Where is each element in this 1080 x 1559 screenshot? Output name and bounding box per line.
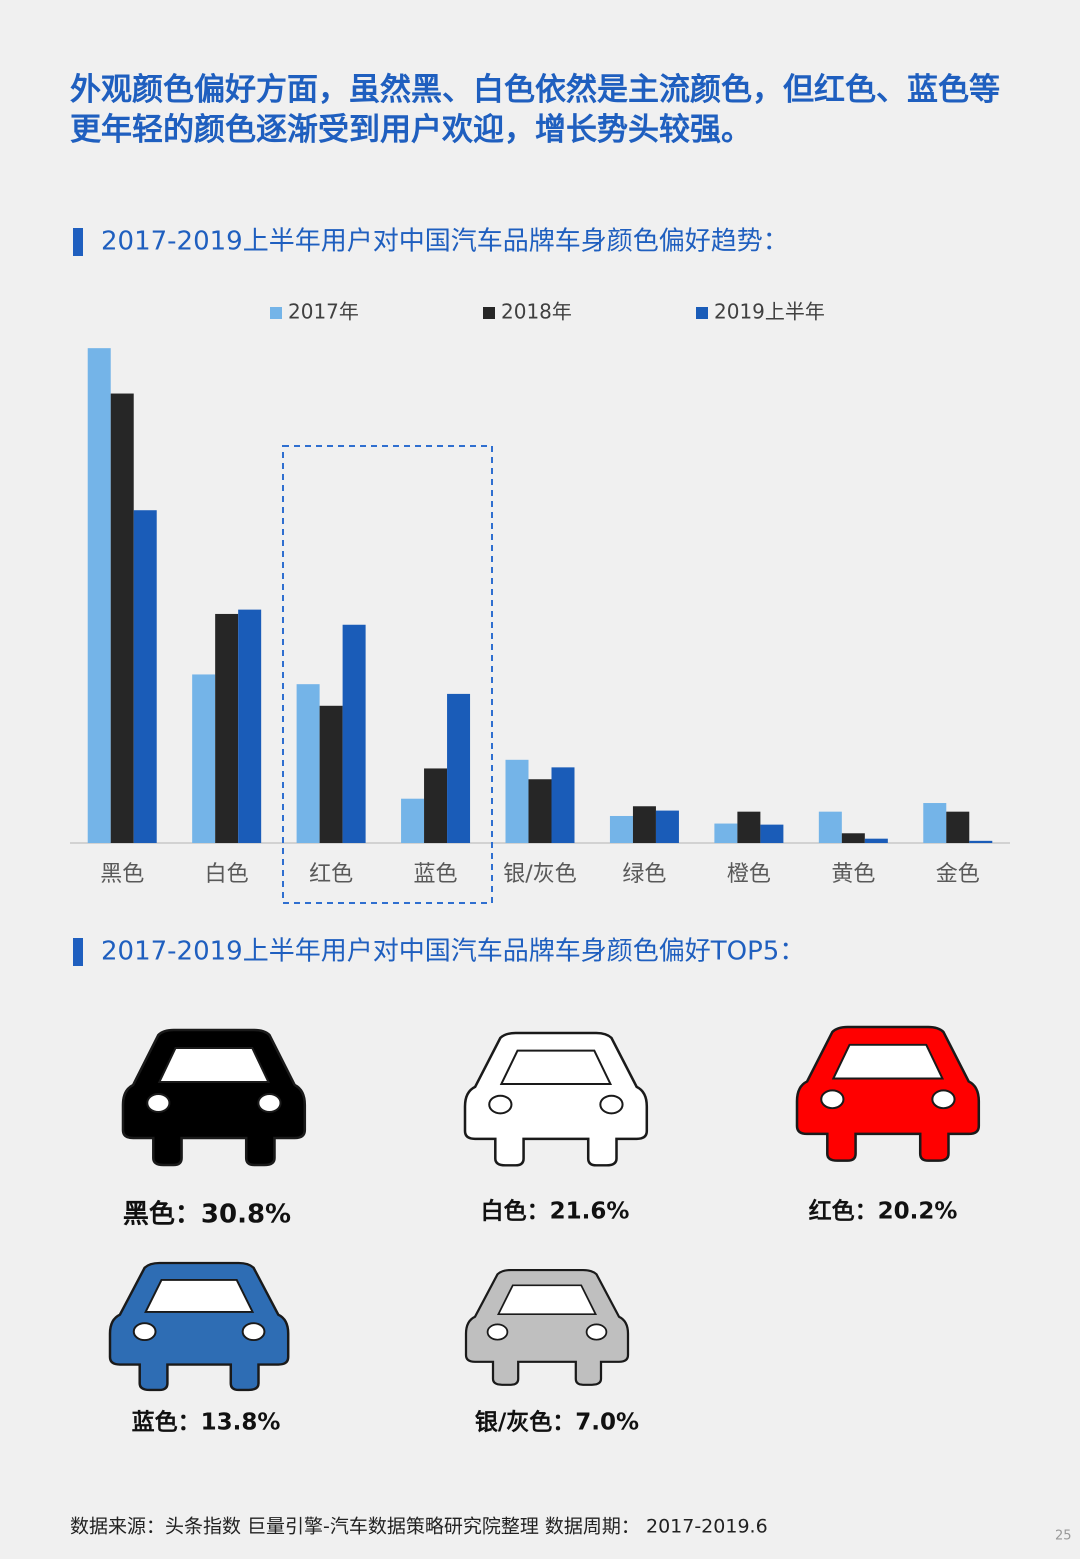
legend-label: 2018年: [501, 300, 572, 324]
legend-label: 2017年: [288, 300, 359, 324]
bar: [110, 393, 134, 843]
bar: [528, 779, 552, 843]
bar: [238, 609, 262, 843]
legend-swatch: [696, 307, 708, 319]
bar: [505, 759, 529, 843]
bar: [319, 705, 343, 843]
bar: [923, 803, 947, 843]
chart-title: 2017-2019上半年用户对中国汽车品牌车身颜色偏好趋势：: [101, 227, 789, 257]
car-label: 银/灰色：7.0%: [475, 1409, 639, 1436]
heading-bar: [73, 228, 83, 256]
car-window: [144, 1278, 255, 1313]
x-tick-label: 银/灰色: [503, 862, 576, 887]
bar: [655, 810, 679, 843]
bar: [864, 838, 888, 843]
bar: [632, 806, 656, 843]
headlight: [820, 1089, 845, 1110]
car-icon: [463, 1031, 649, 1167]
car-label: 蓝色：13.8%: [132, 1409, 281, 1436]
car-window: [496, 1284, 598, 1316]
headlight: [488, 1094, 513, 1115]
bar: [401, 798, 425, 843]
bar: [609, 815, 633, 843]
headlight: [585, 1323, 608, 1341]
bar: [342, 624, 366, 843]
car-label: 红色：20.2%: [809, 1198, 958, 1225]
x-tick-label: 黄色: [831, 862, 875, 887]
headlight: [931, 1089, 956, 1110]
headlight: [146, 1093, 171, 1113]
car-window: [157, 1047, 271, 1083]
headline: 外观颜色偏好方面，虽然黑、白色依然是主流颜色，但红色、蓝色等更年轻的颜色逐渐受到…: [70, 72, 1000, 148]
headlight: [486, 1323, 509, 1341]
bar: [215, 613, 239, 843]
highlight-box: [282, 445, 493, 904]
x-tick-label: 红色: [309, 862, 353, 887]
legend-swatch: [270, 307, 282, 319]
headlight: [132, 1322, 157, 1342]
car-window: [499, 1049, 613, 1085]
bar: [760, 824, 784, 843]
bar: [424, 768, 448, 843]
car-icon: [121, 1028, 307, 1167]
top5-title: 2017-2019上半年用户对中国汽车品牌车身颜色偏好TOP5：: [101, 937, 805, 967]
x-tick-label: 蓝色: [414, 862, 458, 887]
x-tick-label: 金色: [936, 862, 980, 887]
x-tick-label: 橙色: [727, 862, 771, 887]
bar: [296, 684, 320, 843]
bar: [192, 674, 216, 843]
x-tick-label: 白色: [205, 862, 249, 887]
bar: [737, 811, 761, 843]
heading-bar: [73, 938, 83, 966]
bar: [551, 767, 575, 843]
car-icon: [795, 1025, 981, 1162]
bar: [841, 833, 865, 843]
bar: [133, 510, 157, 843]
page-number: 25: [1055, 1529, 1072, 1544]
car-icon: [108, 1261, 290, 1392]
legend-label: 2019上半年: [714, 300, 825, 324]
bar: [87, 348, 111, 843]
headlight: [257, 1093, 282, 1113]
car-icon: [464, 1268, 630, 1386]
car-label: 黑色：30.8%: [123, 1199, 291, 1230]
x-tick-label: 绿色: [622, 862, 666, 887]
bar: [818, 811, 842, 843]
x-tick-label: 黑色: [100, 862, 144, 887]
bar: [447, 693, 471, 843]
headlight: [241, 1322, 266, 1342]
headlight: [599, 1094, 624, 1115]
bar: [969, 840, 993, 843]
bar: [714, 823, 738, 843]
car-window: [831, 1043, 945, 1080]
car-label: 白色：21.6%: [481, 1198, 630, 1225]
legend-swatch: [483, 307, 495, 319]
source: 数据来源：头条指数 巨量引擎-汽车数据策略研究院整理 数据周期： 2017-20…: [70, 1516, 768, 1538]
bar: [946, 811, 970, 843]
